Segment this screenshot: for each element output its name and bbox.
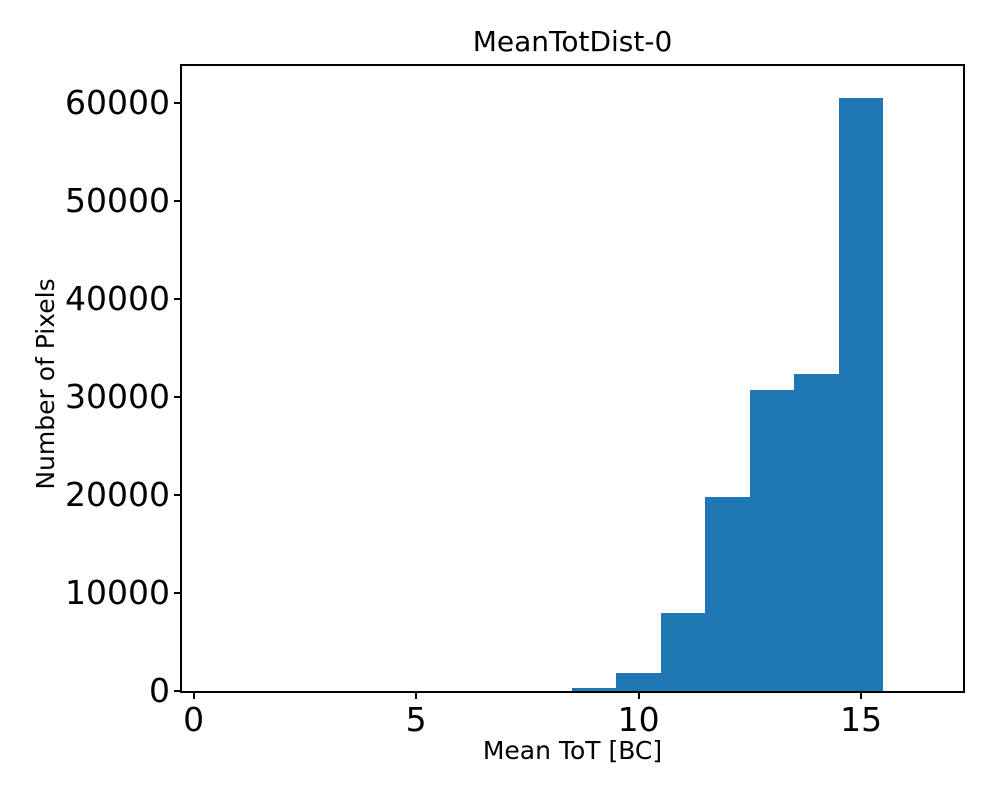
histogram-bar: [838, 97, 884, 691]
y-tick-mark: [174, 101, 180, 104]
y-tick-label: 30000: [65, 376, 170, 416]
histogram-bar: [571, 688, 617, 691]
y-tick-label: 20000: [65, 474, 170, 514]
y-tick-label: 40000: [65, 278, 170, 318]
x-tick-label: 10: [617, 700, 660, 739]
x-tick-label: 0: [183, 700, 205, 739]
y-tick-mark: [174, 591, 180, 594]
histogram-bar: [660, 612, 706, 691]
y-tick-label: 10000: [65, 572, 170, 612]
x-axis-label: Mean ToT [BC]: [482, 736, 663, 765]
y-tick-mark: [174, 493, 180, 496]
histogram-bar: [749, 389, 795, 691]
x-tick-mark: [415, 693, 418, 699]
histogram-bar: [616, 672, 661, 691]
y-tick-label: 0: [149, 671, 170, 710]
histogram-bar: [705, 496, 750, 691]
x-tick-label: 5: [405, 700, 427, 739]
chart-title: MeanTotDist-0: [472, 25, 673, 58]
y-tick-mark: [174, 690, 180, 692]
x-tick-mark: [637, 693, 640, 699]
y-tick-label: 60000: [65, 82, 170, 122]
y-tick-label: 50000: [65, 180, 170, 220]
y-tick-mark: [174, 297, 180, 300]
y-tick-mark: [174, 395, 180, 398]
histogram-bar: [794, 373, 839, 691]
y-tick-mark: [174, 199, 180, 202]
x-tick-mark: [860, 693, 863, 699]
x-tick-mark: [192, 693, 195, 699]
x-tick-label: 15: [840, 700, 883, 739]
